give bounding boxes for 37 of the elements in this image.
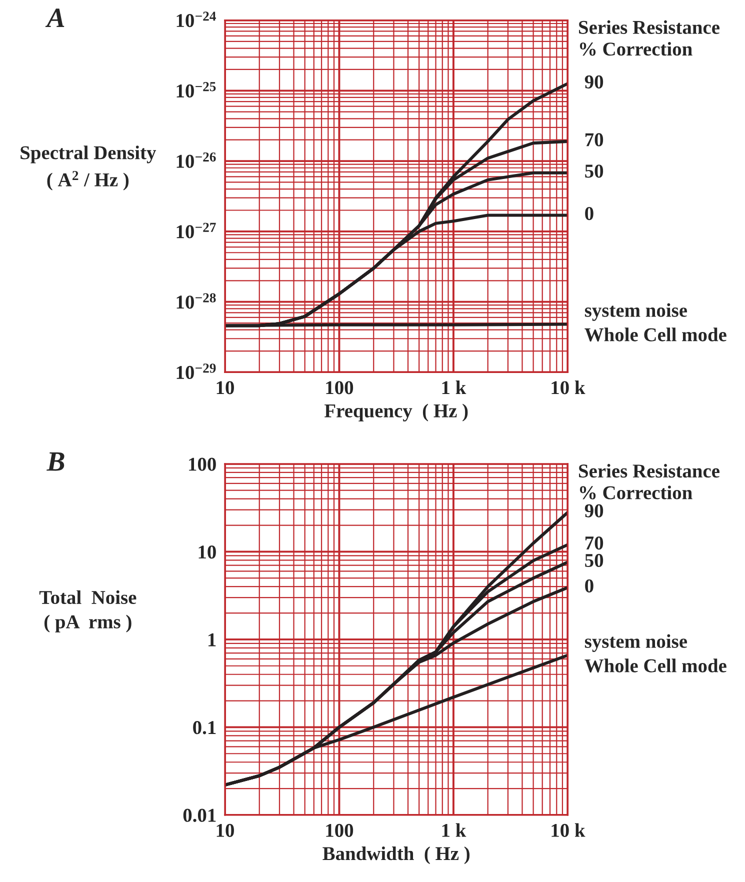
x-tick-label: 1 k <box>442 823 466 837</box>
series-label: 0 <box>585 206 594 220</box>
x-tick-label: 10 <box>216 824 234 837</box>
y-tick-label: 10$^{−28}$ <box>176 293 216 309</box>
x-tick-label: 10 <box>216 381 234 394</box>
series-label: 70 <box>585 536 604 550</box>
y-axis-title: Spectral Density ( A$^{2}$ / Hz ) <box>20 146 156 190</box>
x-axis-title: Bandwidth ( Hz ) <box>322 846 470 864</box>
y-tick-label: 10$^{−26}$ <box>176 152 216 168</box>
y-tick-label: 10$^{−27}$ <box>176 222 216 238</box>
series-label: 90 <box>584 504 604 518</box>
series-label: 90 <box>584 75 604 88</box>
series-label: 50 <box>585 164 604 178</box>
chart-title: B <box>46 452 64 471</box>
series-label: 50 <box>585 554 604 568</box>
y-tick-label: 10 <box>198 546 216 559</box>
y-axis-title: Total Noise ( pA rms ) <box>39 590 136 632</box>
y-tick-label: 0.01 <box>183 808 216 822</box>
x-tick-label: 100 <box>326 381 354 394</box>
series-label: 0 <box>585 579 594 592</box>
y-tick-label: 100 <box>189 458 216 471</box>
y-tick-label: 10$^{−24}$ <box>176 12 216 28</box>
y-tick-label: 10$^{−29}$ <box>176 364 216 380</box>
series-label: 70 <box>585 133 604 146</box>
y-tick-label: 1 <box>208 633 216 646</box>
x-tick-label: 10 k <box>552 823 586 837</box>
legend-title: Series Resistance % Correction <box>579 20 720 56</box>
y-tick-label: 10$^{−25}$ <box>176 82 216 98</box>
chart-title: A <box>45 8 64 27</box>
series-label: system noise Whole Cell mode <box>584 303 726 342</box>
legend-title: Series Resistance % Correction <box>579 464 720 500</box>
x-tick-label: 10 k <box>552 380 586 394</box>
x-axis-title: Frequency ( Hz ) <box>324 404 468 422</box>
y-tick-label: 0.1 <box>193 721 216 734</box>
series-label: system noise Whole Cell mode <box>584 634 726 672</box>
x-tick-label: 1 k <box>442 380 466 394</box>
x-tick-label: 100 <box>326 824 354 837</box>
